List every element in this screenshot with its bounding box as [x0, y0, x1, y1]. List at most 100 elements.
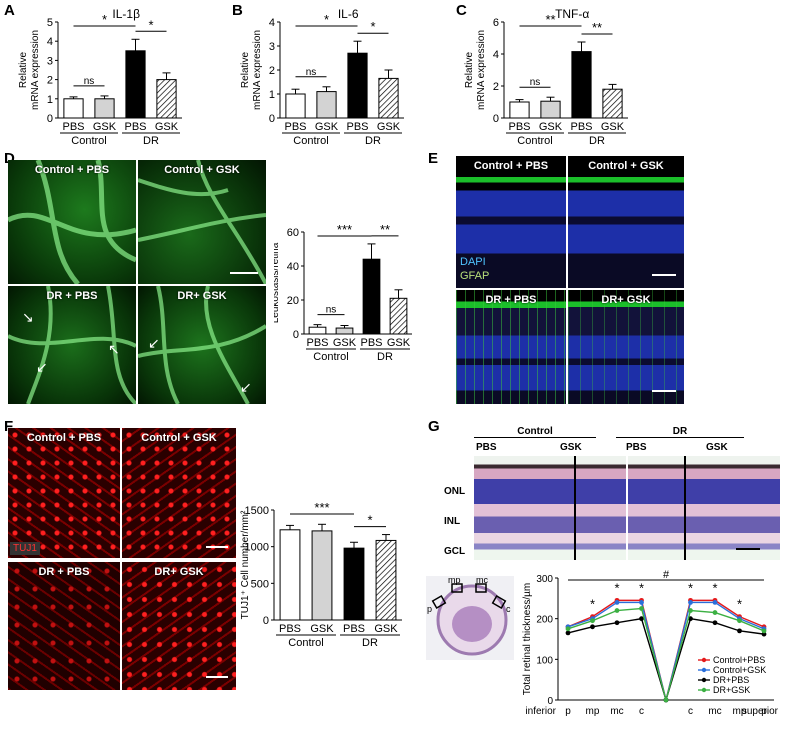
image-label: DR + PBS — [38, 566, 90, 578]
svg-text:↖: ↖ — [108, 341, 120, 357]
data-point — [688, 608, 693, 613]
category-label: PBS — [508, 121, 530, 133]
svg-text:↙: ↙ — [36, 359, 48, 375]
bar — [389, 297, 408, 335]
bar — [343, 547, 365, 621]
category-label: GSK — [333, 337, 357, 349]
chart-title: TNF-α — [555, 7, 589, 21]
panel-label-d: D — [4, 150, 15, 167]
x-tick-label: mp — [586, 706, 600, 717]
y-tick-label: 100 — [536, 655, 553, 666]
bar — [335, 327, 354, 335]
data-point — [712, 610, 718, 615]
bar — [311, 530, 333, 621]
y-label-line: Relative — [18, 52, 29, 89]
legend-marker — [701, 677, 707, 683]
y-label-line: mRNA expression — [30, 30, 41, 110]
layer-label-inl: INL — [444, 516, 461, 527]
category-label: PBS — [343, 623, 365, 635]
data-point — [639, 606, 644, 611]
legend-label: Control+PBS — [713, 655, 765, 665]
y-tick-label: 1000 — [245, 542, 269, 554]
significance-label: * — [590, 597, 595, 612]
data-point — [565, 630, 571, 636]
chart-title: IL-6 — [338, 7, 359, 21]
panel-label-g: G — [428, 418, 440, 435]
bar — [347, 52, 368, 119]
y-tick-label: 0 — [547, 696, 553, 707]
bar-chart-b: 0 1 2 3 4 RelativemRNA expression IL-6 PBS GSK PB… — [240, 7, 404, 147]
y-tick-label: 60 — [287, 227, 299, 239]
data-point — [663, 697, 669, 703]
eye-label-c: c — [506, 604, 511, 614]
category-label: PBS — [306, 337, 328, 349]
y-label-line: mRNA expression — [252, 30, 263, 110]
layer-label-onl: ONL — [444, 486, 466, 497]
bar-chart-a: 0 1 2 3 4 5 RelativemRNA expression IL-1β PBS GSK… — [18, 7, 182, 147]
significance-label: * — [370, 19, 375, 34]
y-tick-label: 3 — [269, 41, 275, 53]
y-label-line: mRNA expression — [476, 30, 487, 110]
category-label: GSK — [93, 121, 117, 133]
data-point — [565, 626, 571, 632]
data-point — [639, 600, 644, 605]
y-tick-label: 6 — [493, 17, 499, 29]
group-label: DR — [377, 351, 393, 363]
significance-label: ** — [545, 12, 555, 27]
eye-cross-section: p mp mc c — [426, 575, 514, 660]
y-tick-label: 40 — [287, 261, 299, 273]
data-point — [688, 600, 693, 605]
vessel-overlay: ↙↙ — [138, 286, 266, 404]
y-tick-label: 1500 — [245, 505, 269, 517]
bar — [63, 98, 84, 119]
sub-label: GSK — [560, 442, 582, 453]
category-label: PBS — [360, 337, 382, 349]
panel-label-f: F — [4, 418, 14, 435]
panel-label-b: B — [232, 2, 243, 19]
data-point — [590, 624, 595, 630]
bar — [378, 77, 399, 119]
tuj1-image-control-gsk: Control + GSK — [122, 428, 236, 558]
y-axis-label: RelativemRNA expression — [464, 30, 487, 110]
y-tick-label: 0 — [263, 615, 269, 627]
category-label: GSK — [315, 121, 339, 133]
y-tick-label: 2 — [493, 81, 499, 93]
data-point — [614, 600, 620, 605]
scale-bar — [206, 676, 228, 678]
legend-label: DR+PBS — [713, 675, 749, 685]
sub-label: GSK — [706, 442, 728, 453]
image-label: DR+ GSK — [601, 294, 651, 306]
group-label: DR — [143, 135, 159, 147]
bar — [285, 93, 306, 119]
y-axis-label: Leukostasis/retina — [274, 242, 281, 323]
significance-label: * — [324, 12, 329, 27]
bar — [540, 100, 561, 119]
x-tick-label: p — [565, 706, 571, 717]
category-label: GSK — [377, 121, 401, 133]
legend-marker — [701, 667, 707, 673]
image-label: Control + PBS — [34, 164, 110, 176]
category-label: PBS — [124, 121, 146, 133]
scale-bar — [206, 546, 228, 548]
category-label: GSK — [155, 121, 179, 133]
image-label: Control + PBS — [26, 432, 102, 444]
fluorescence-image-dr-pbs: ↘ ↖ ↙ DR + PBS — [8, 286, 136, 404]
eye-label-mp: mp — [448, 575, 461, 585]
bar — [308, 326, 327, 335]
data-point — [761, 628, 767, 634]
sub-label: PBS — [626, 442, 647, 453]
image-label: DR+ GSK — [177, 290, 227, 302]
data-point — [614, 608, 620, 613]
category-label: GSK — [387, 337, 411, 349]
category-label: GSK — [601, 121, 625, 133]
tuj1-legend: TUJ1 — [10, 542, 40, 555]
significance-label: ns — [530, 77, 541, 88]
x-end-label: superior — [742, 706, 779, 717]
dapi-legend: DAPI — [460, 256, 486, 268]
divider — [684, 456, 686, 560]
group-label: DR — [365, 135, 381, 147]
significance-label: * — [614, 580, 619, 595]
